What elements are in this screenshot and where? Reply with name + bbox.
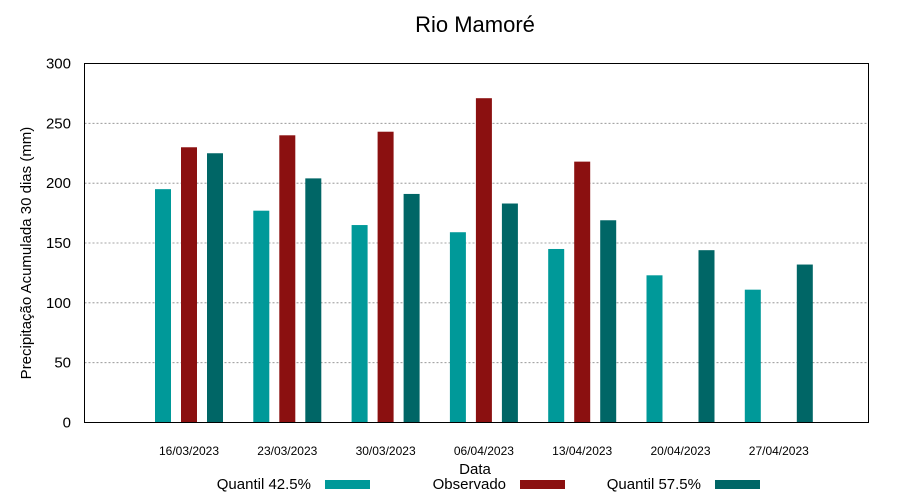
bar [449, 232, 466, 423]
x-tick-label: 13/04/2023 [552, 444, 612, 458]
bar [377, 131, 394, 423]
legend-label: Quantil 42.5% [217, 476, 311, 493]
bar [574, 161, 591, 423]
bars [155, 98, 813, 423]
bar [548, 248, 565, 423]
legend-label: Observado [433, 476, 506, 493]
bar [698, 250, 715, 423]
bar [155, 189, 171, 423]
bar [181, 147, 197, 423]
bar [279, 135, 296, 423]
y-tick-label: 50 [54, 355, 71, 372]
bar [646, 275, 663, 423]
legend-swatch [520, 480, 565, 489]
x-tick-label: 06/04/2023 [454, 444, 514, 458]
x-tick-label: 20/04/2023 [650, 444, 710, 458]
x-tick-label: 23/03/2023 [257, 444, 317, 458]
bar [501, 203, 518, 423]
bar [475, 98, 492, 423]
bar [351, 225, 368, 423]
bar [403, 193, 420, 423]
y-tick-label: 250 [46, 115, 71, 132]
bar [744, 289, 761, 423]
chart-title: Rio Mamoré [415, 12, 535, 37]
y-tick-label: 100 [46, 295, 71, 312]
bar [207, 153, 223, 423]
y-tick-labels: 0 50 100 150 200 250 300 [46, 56, 71, 432]
x-axis-label: Data [459, 461, 491, 478]
legend: Quantil 42.5% Observado Quantil 57.5% [217, 476, 760, 493]
legend-swatch [325, 480, 370, 489]
bar [253, 210, 270, 423]
legend-label: Quantil 57.5% [607, 476, 701, 493]
x-tick-label: 27/04/2023 [749, 444, 809, 458]
y-tick-label: 150 [46, 235, 71, 252]
plot-frame [84, 63, 869, 423]
x-tick-label: 16/03/2023 [159, 444, 219, 458]
legend-swatch [715, 480, 760, 489]
y-axis-label: Precipitação Acumulada 30 dias (mm) [18, 127, 35, 380]
bar [305, 178, 322, 423]
bar [600, 220, 617, 423]
y-tick-label: 0 [63, 415, 71, 432]
y-tick-label: 200 [46, 175, 71, 192]
x-tick-labels: 16/03/2023 23/03/2023 30/03/2023 06/04/2023… [159, 444, 809, 458]
bar [796, 264, 813, 423]
x-tick-label: 30/03/2023 [356, 444, 416, 458]
y-tick-label: 300 [46, 56, 71, 73]
